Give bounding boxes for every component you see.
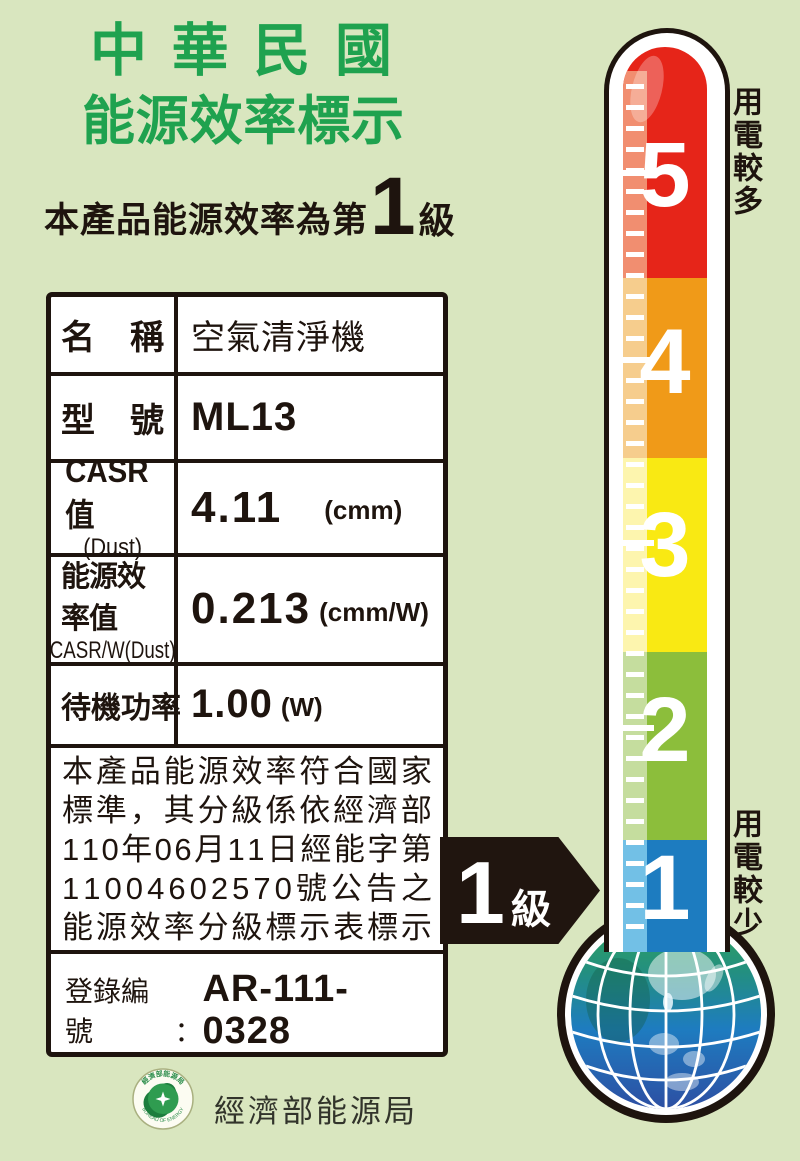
agency-name: 經濟部能源局 (214, 1094, 418, 1129)
casr-value: 4.11 (191, 482, 283, 532)
standby-label-cell: 待機功率 (51, 665, 181, 744)
bureau-of-energy-logo: 經濟部能源局 BUREAU OF ENERGY (132, 1068, 194, 1130)
grade-statement-number: 1 (370, 161, 416, 252)
name-label-cell: 名稱 (51, 297, 178, 373)
label-title-line1: 中華民國 (90, 19, 392, 83)
statement-line: 能源效率分級標示表標示 (62, 909, 432, 945)
statement-line: 標準，其分級係依經濟部 (62, 792, 432, 828)
efficiency-value-cell: 0.213 (cmm/W) (178, 557, 443, 662)
registration-colon: ： (174, 1016, 203, 1047)
model-value-cell: ML13 (178, 376, 443, 458)
logo-swirl-blades (143, 1083, 176, 1118)
standby-value-cell: 1.00 (W) (178, 666, 443, 744)
statement-line: 本產品能源效率符合國家 (62, 753, 432, 789)
casr-label-cell: CASR值 (Dust) (51, 453, 178, 561)
efficiency-value: 0.213 (191, 584, 312, 634)
grade-pointer-unit: 級 (510, 888, 551, 932)
registration-label: 登錄編號 (65, 976, 150, 1047)
model-value: ML13 (191, 395, 298, 440)
long-tick-4 (623, 357, 654, 363)
casr-value-cell: 4.11 (cmm) (178, 463, 443, 553)
table-row-standby: 待機功率 1.00 (W) (51, 665, 443, 748)
efficiency-label-cell: 能源效率值 CASR/W(Dust) (49, 556, 178, 665)
efficiency-label-line2: CASR/W(Dust) (49, 637, 176, 665)
standby-value: 1.00 (191, 682, 273, 727)
uses-less-power-label: 用電較少 (728, 808, 761, 940)
registration-number: AR-111-0328 (202, 968, 349, 1052)
name-value: 空氣清淨機 (191, 319, 366, 358)
table-row-casr: CASR值 (Dust) 4.11 (cmm) (51, 453, 443, 561)
uses-more-power-label: 用電較多 (728, 86, 761, 218)
standby-label: 待機功率 (61, 691, 181, 725)
model-label: 型號 (61, 402, 164, 441)
efficiency-unit: (cmm/W) (319, 596, 429, 627)
casr-label-line2: (Dust) (83, 534, 142, 562)
level-1-number: 1 (639, 837, 691, 939)
registration-row: 登錄編號 ： AR-111-0328 (51, 954, 443, 1052)
grade-pointer-number: 1 (456, 843, 505, 942)
name-value-cell: 空氣清淨機 (178, 297, 443, 372)
level-4-number: 4 (639, 311, 691, 413)
spec-table: 名稱 空氣清淨機 型號 ML13 CASR值 (Dust) 4.11 (cmm) (46, 292, 448, 1057)
casr-unit: (cmm) (324, 495, 403, 526)
level-5-number: 5 (639, 124, 691, 226)
level-3-number: 3 (639, 494, 691, 596)
logo-star (155, 1091, 171, 1107)
grade-statement: 本產品能源效率為第 1 級 (44, 161, 464, 252)
long-tick-5 (623, 170, 654, 176)
standby-unit: (W) (280, 692, 323, 723)
label-title-line2: 能源效率標示 (82, 92, 404, 151)
grade-statement-text: 本產品能源效率為第 (44, 201, 369, 240)
long-tick-3 (623, 540, 654, 546)
globe-bulb (557, 905, 775, 1123)
table-row-name: 名稱 空氣清淨機 (51, 297, 443, 377)
model-label-cell: 型號 (51, 376, 178, 459)
efficiency-label-line1: 能源效率值 (61, 561, 146, 636)
table-row-efficiency: 能源效率值 CASR/W(Dust) 0.213 (cmm/W) (49, 556, 443, 666)
level-2-number: 2 (639, 679, 691, 781)
table-row-model: 型號 ML13 (51, 376, 443, 463)
long-tick-2 (623, 725, 654, 731)
name-label: 名稱 (61, 319, 164, 358)
globe-graticule (571, 919, 761, 1109)
casr-label-line1: CASR值 (65, 453, 149, 534)
grade-statement-unit: 級 (418, 200, 455, 241)
